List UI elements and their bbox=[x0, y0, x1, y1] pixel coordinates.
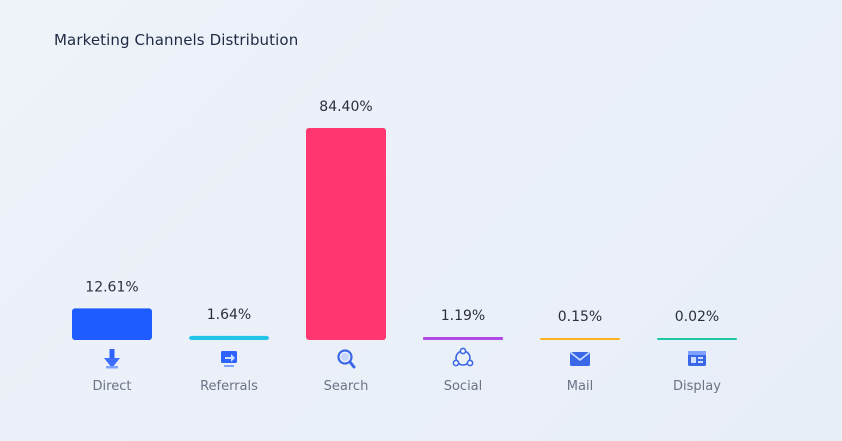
search-magnifier-icon bbox=[337, 349, 356, 369]
display-browser-icon bbox=[688, 351, 706, 366]
value-label-referrals: 1.64% bbox=[207, 307, 251, 323]
bar-mail bbox=[540, 338, 620, 340]
bar-referrals bbox=[189, 335, 269, 340]
bar-direct bbox=[72, 308, 152, 340]
chart-title: Marketing Channels Distribution bbox=[54, 31, 299, 49]
download-arrow-icon bbox=[104, 349, 120, 369]
value-label-social: 1.19% bbox=[441, 308, 485, 324]
mail-envelope-icon bbox=[569, 351, 591, 366]
bar-search bbox=[306, 128, 386, 340]
category-label-search: Search bbox=[324, 379, 369, 394]
category-label-direct: Direct bbox=[93, 379, 132, 394]
value-label-direct: 12.61% bbox=[85, 279, 138, 295]
bar-social bbox=[423, 337, 503, 340]
category-label-display: Display bbox=[673, 379, 721, 394]
referral-monitor-icon bbox=[221, 351, 237, 367]
social-share-icon bbox=[452, 347, 474, 367]
value-label-display: 0.02% bbox=[675, 309, 719, 325]
value-label-search: 84.40% bbox=[319, 99, 372, 115]
category-label-social: Social bbox=[444, 379, 483, 394]
value-label-mail: 0.15% bbox=[558, 309, 602, 325]
category-label-referrals: Referrals bbox=[200, 379, 258, 394]
bar-display bbox=[657, 338, 737, 340]
category-label-mail: Mail bbox=[567, 379, 593, 394]
